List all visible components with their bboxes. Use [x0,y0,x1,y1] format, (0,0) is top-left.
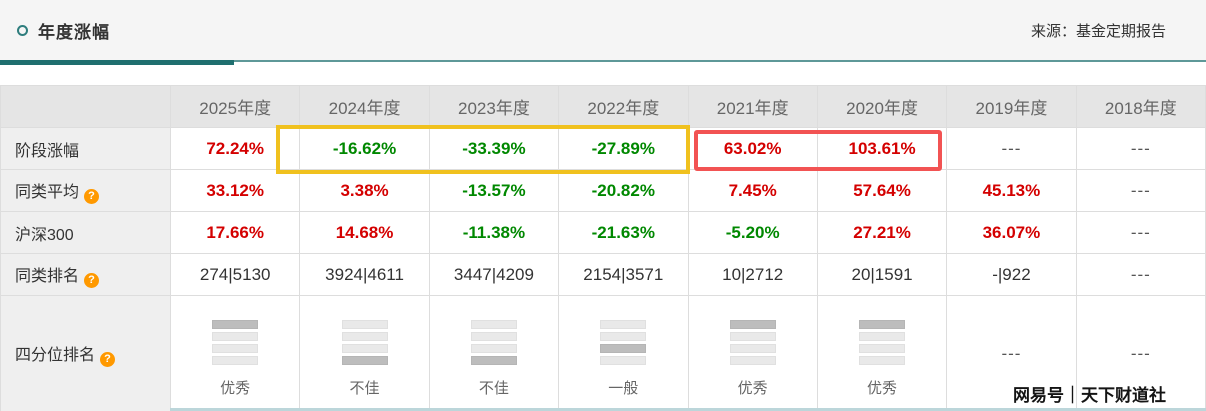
column-header-2024: 2024年度 [299,85,430,128]
column-header-2018: 2018年度 [1075,85,1206,128]
value-cell: 45.13% [946,169,1077,212]
watermark-text: 网易号｜天下财道社 [1013,386,1166,405]
row-label-text: 四分位排名 [15,346,96,364]
value-cell: 7.45% [687,169,818,212]
quartile-chart-icon [470,319,517,365]
row-label-category-average: 同类平均? [0,169,171,212]
table-header-row: 2025年度 2024年度 2023年度 2022年度 2021年度 2020年… [0,85,1206,128]
value-cell: 3.38% [299,169,430,212]
value-cell: -11.38% [428,211,560,254]
help-icon[interactable]: ? [100,351,116,367]
column-header-2021: 2021年度 [687,85,818,128]
column-header-2025: 2025年度 [169,85,301,128]
value-cell: --- [1075,211,1206,254]
title-underline [0,60,234,65]
row-label-text: 同类排名 [15,267,80,285]
value-cell: 36.07% [946,211,1077,254]
value-cell: -21.63% [558,211,689,254]
quartile-cell: --- [1075,295,1206,411]
row-label-quartile-rank: 四分位排名? [0,295,171,411]
quartile-cell: 优秀 [816,295,948,411]
row-csi300: 沪深300 17.66% 14.68% -11.38% -21.63% -5.2… [0,211,1206,254]
quartile-chart-icon [600,319,647,365]
rank-cell: 274|5130 [169,253,301,296]
quartile-label: 一般 [608,379,639,397]
row-period-gain: 阶段涨幅 72.24% -16.62% -33.39% -27.89% 63.0… [0,127,1206,170]
quartile-chart-icon [341,319,388,365]
rank-cell: 3924|4611 [299,253,430,296]
column-header-2019: 2019年度 [946,85,1077,128]
value-cell: -5.20% [687,211,818,254]
row-label-csi300: 沪深300 [0,211,171,254]
value-cell: 57.64% [816,169,948,212]
value-cell: -13.57% [428,169,560,212]
row-label-category-rank: 同类排名? [0,253,171,296]
value-cell: --- [946,127,1077,170]
value-cell: 17.66% [169,211,301,254]
row-label-text: 同类平均 [15,183,80,201]
value-cell: -20.82% [558,169,689,212]
quartile-label: 优秀 [867,379,898,397]
value-cell: 72.24% [169,127,301,170]
quartile-label: 不佳 [349,379,380,397]
section-bullet-icon [17,24,28,36]
column-header-blank [0,85,171,128]
source-label: 来源：基金定期报告 [1030,22,1166,40]
column-header-2022: 2022年度 [558,85,689,128]
column-header-2023: 2023年度 [428,85,560,128]
value-cell: 103.61% [816,127,948,170]
column-header-2020: 2020年度 [816,85,948,128]
value-cell: -33.39% [428,127,560,170]
row-label-period-gain: 阶段涨幅 [0,127,171,170]
bottom-divider [170,408,1206,411]
quartile-chart-icon [859,319,906,365]
value-cell: --- [1075,169,1206,212]
row-label-text: 阶段涨幅 [15,142,80,160]
value-cell: --- [1075,127,1206,170]
row-label-text: 沪深300 [15,226,74,244]
quartile-cell: 不佳 [428,295,560,411]
rank-cell: --- [1075,253,1206,296]
value-cell: 14.68% [299,211,430,254]
value-cell: 33.12% [169,169,301,212]
quartile-label: 优秀 [220,379,251,397]
quartile-label: 不佳 [478,379,509,397]
row-category-average: 同类平均? 33.12% 3.38% -13.57% -20.82% 7.45%… [0,169,1206,212]
row-category-rank: 同类排名? 274|5130 3924|4611 3447|4209 2154|… [0,253,1206,296]
quartile-chart-icon [212,319,259,365]
quartile-cell: 不佳 [299,295,430,411]
rank-cell: 2154|3571 [558,253,689,296]
value-cell: 63.02% [687,127,818,170]
quartile-cell: 优秀 [169,295,301,411]
quartile-label: 优秀 [737,379,768,397]
annual-returns-table: 2025年度 2024年度 2023年度 2022年度 2021年度 2020年… [0,85,1206,411]
quartile-chart-icon [729,319,776,365]
quartile-cell: 一般 [558,295,689,411]
rank-cell: 20|1591 [816,253,948,296]
rank-cell: 10|2712 [687,253,818,296]
rank-cell: -|922 [946,253,1077,296]
rank-cell: 3447|4209 [428,253,560,296]
value-cell: -27.89% [558,127,689,170]
help-icon[interactable]: ? [84,272,100,288]
section-title: 年度涨幅 [38,22,110,42]
value-cell: 27.21% [816,211,948,254]
value-cell: -16.62% [299,127,430,170]
quartile-cell: 优秀 [687,295,818,411]
row-quartile-rank: 四分位排名? 优秀 不佳 不佳 [0,295,1206,411]
help-icon[interactable]: ? [84,188,100,204]
section-header: 年度涨幅 来源：基金定期报告 [0,0,1206,62]
